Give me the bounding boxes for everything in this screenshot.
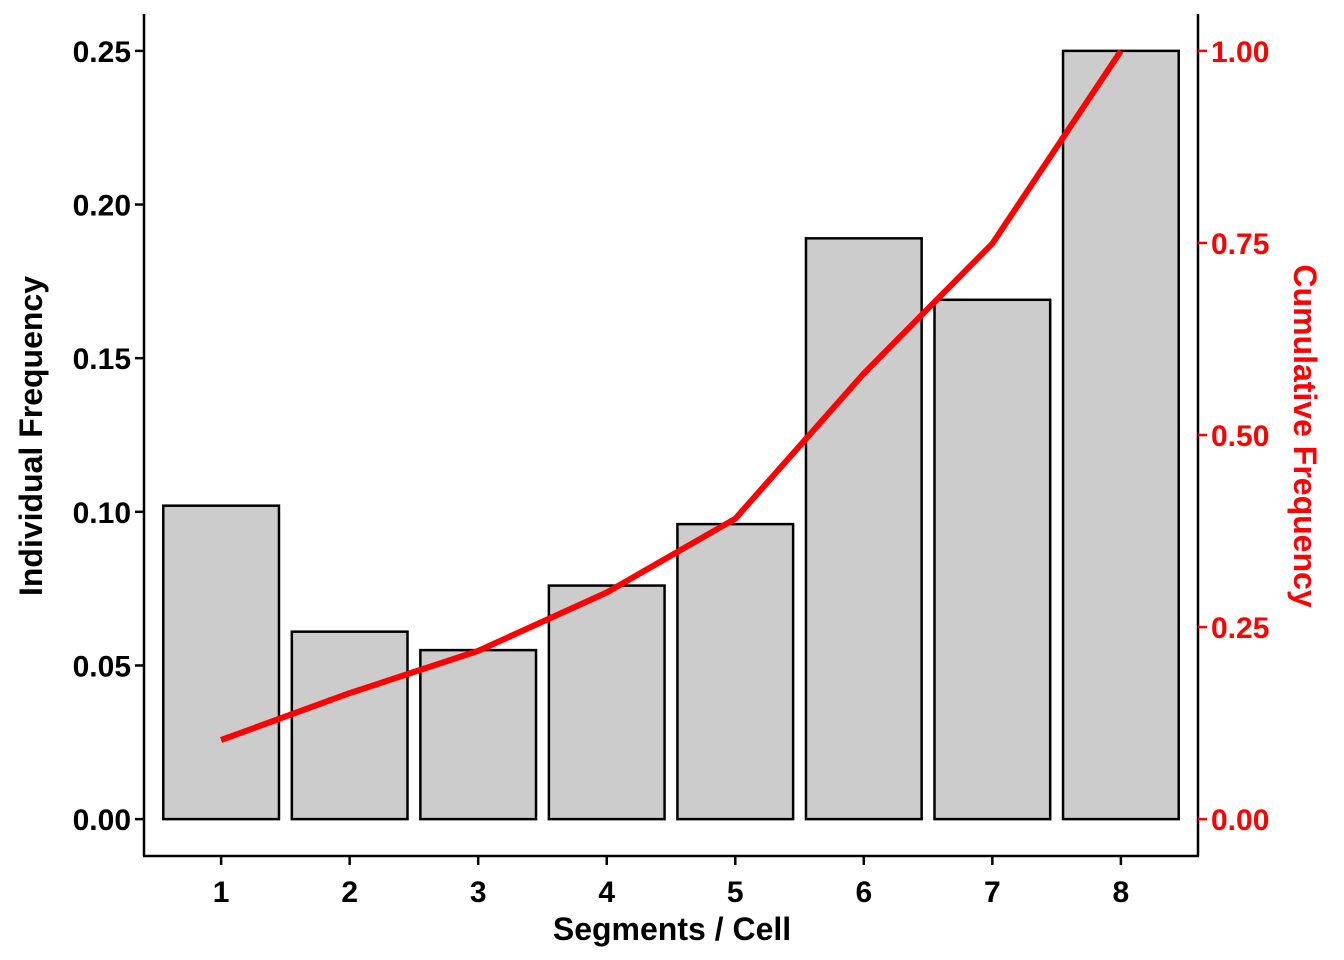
- x-axis-ticks: 1 2 3 4 5 6 7 8: [213, 856, 1129, 909]
- y-tick-label: 0.25: [73, 36, 131, 69]
- y-tick-label: 0.00: [73, 804, 131, 837]
- y-right-tick-label: 0.75: [1211, 228, 1269, 261]
- bar-5: [676, 522, 795, 821]
- bar-3: [419, 648, 538, 821]
- x-tick-label: 2: [341, 876, 358, 909]
- right-axis-ticks: 0.00 0.25 0.50 0.75 1.00: [1198, 36, 1269, 837]
- y-right-tick-label: 1.00: [1211, 36, 1269, 69]
- bar-4: [547, 584, 666, 821]
- x-tick-label: 1: [213, 876, 230, 909]
- bar-8: [1061, 49, 1180, 821]
- x-tick-label: 8: [1113, 876, 1130, 909]
- x-axis-title: Segments / Cell: [553, 911, 791, 947]
- x-tick-label: 3: [470, 876, 487, 909]
- y-tick-label: 0.10: [73, 497, 131, 530]
- bar-7: [933, 298, 1052, 821]
- y-axis-title: Individual Frequency: [13, 276, 49, 596]
- x-tick-label: 6: [855, 876, 872, 909]
- cumulative-line: [220, 49, 1124, 743]
- y-axis-right-title: Cumulative Frequency: [1287, 264, 1323, 607]
- y-tick-label: 0.15: [73, 343, 131, 376]
- y-right-tick-label: 0.00: [1211, 804, 1269, 837]
- y-right-tick-label: 0.25: [1211, 612, 1269, 645]
- bar-1: [162, 504, 281, 821]
- left-axis-ticks: 0.00 0.05 0.10 0.15 0.20 0.25: [73, 36, 144, 837]
- y-tick-label: 0.20: [73, 190, 131, 223]
- bar-2: [290, 630, 409, 821]
- x-tick-label: 7: [984, 876, 1001, 909]
- x-tick-label: 5: [727, 876, 744, 909]
- bar-series: [162, 49, 1180, 821]
- y-right-tick-label: 0.50: [1211, 420, 1269, 453]
- cumulative-line-series: [220, 49, 1124, 743]
- y-tick-label: 0.05: [73, 650, 131, 683]
- x-tick-label: 4: [598, 876, 615, 909]
- bar-6: [804, 237, 923, 821]
